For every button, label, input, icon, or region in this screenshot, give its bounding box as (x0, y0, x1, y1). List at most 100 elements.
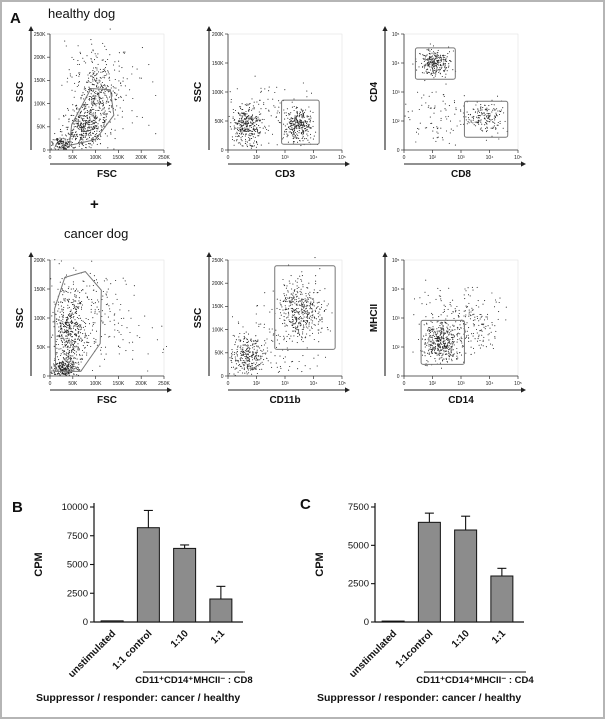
svg-text:unstimulated: unstimulated (347, 628, 399, 680)
svg-text:10⁴: 10⁴ (310, 155, 318, 161)
svg-text:100K: 100K (90, 155, 102, 161)
svg-text:10³: 10³ (457, 381, 465, 387)
svg-text:Suppressor / responder: can: Suppressor / responder: cancer / healthy (36, 692, 240, 704)
flow-plot-healthy-fsc-ssc: 0 50K 100K 150K 200K 250K 0 50K 100K 150K 200K 250K… (15, 26, 172, 180)
svg-text:CPM: CPM (314, 552, 326, 576)
panel-c-label: C (300, 496, 311, 513)
svg-text:unstimulated: unstimulated (66, 628, 118, 680)
svg-text:200K: 200K (135, 155, 147, 161)
flow-plot-cancer-fsc-ssc: 0 50K 100K 150K 200K 250K 0 50K 100K 150K 200K FSC S… (15, 252, 172, 406)
svg-text:FSC: FSC (97, 395, 117, 406)
svg-text:10³: 10³ (281, 155, 289, 161)
svg-text:0: 0 (364, 617, 369, 628)
svg-text:0: 0 (43, 374, 46, 380)
flow-plot-healthy-cd8-cd4: 0 10² 10³ 10⁴ 10⁵ 0 10² 10³ 10⁴ 10⁵ CD8 CD4 (369, 26, 526, 180)
svg-text:CPM: CPM (33, 552, 45, 576)
svg-text:150K: 150K (212, 304, 224, 310)
svg-text:0: 0 (43, 148, 46, 154)
svg-text:10²: 10² (392, 119, 400, 125)
svg-text:150K: 150K (212, 61, 224, 67)
svg-text:10⁵: 10⁵ (514, 381, 522, 387)
svg-text:150K: 150K (34, 287, 46, 293)
svg-text:50K: 50K (215, 119, 225, 125)
svg-text:SSC: SSC (193, 308, 204, 329)
svg-text:100K: 100K (34, 101, 46, 107)
svg-text:10²: 10² (253, 381, 261, 387)
svg-text:CD8: CD8 (451, 169, 471, 180)
svg-text:10⁵: 10⁵ (392, 32, 400, 38)
svg-text:CD14: CD14 (448, 395, 474, 406)
svg-text:150K: 150K (113, 381, 125, 387)
svg-text:200K: 200K (135, 381, 147, 387)
svg-text:200K: 200K (34, 258, 46, 264)
svg-text:200K: 200K (212, 281, 224, 287)
svg-text:250K: 250K (212, 258, 224, 264)
svg-text:50K: 50K (68, 381, 78, 387)
svg-text:1:1 control: 1:1 control (111, 628, 155, 672)
svg-text:2500: 2500 (348, 579, 369, 590)
svg-text:1:1: 1:1 (490, 628, 508, 646)
svg-text:MHCII: MHCII (369, 304, 380, 333)
svg-text:1:10: 1:10 (450, 628, 472, 650)
svg-text:10⁴: 10⁴ (310, 381, 318, 387)
svg-text:200K: 200K (212, 32, 224, 38)
svg-text:Suppressor / responder: can: Suppressor / responder: cancer / healthy (317, 692, 521, 704)
svg-text:0: 0 (49, 155, 52, 161)
flow-plot-cancer-cd11b-ssc: 0 10² 10³ 10⁴ 10⁵ 0 50K 100K 150K 200K 250K CD11b SS… (193, 252, 350, 406)
svg-text:1:1control: 1:1control (394, 628, 436, 670)
svg-text:0: 0 (83, 617, 88, 628)
svg-text:5000: 5000 (67, 560, 88, 571)
svg-text:10²: 10² (392, 345, 400, 351)
svg-text:0: 0 (227, 381, 230, 387)
svg-text:250K: 250K (34, 32, 46, 38)
svg-text:100K: 100K (34, 316, 46, 322)
svg-text:2500: 2500 (67, 588, 88, 599)
svg-text:CD4: CD4 (369, 82, 380, 102)
svg-text:0: 0 (403, 381, 406, 387)
svg-text:10⁴: 10⁴ (486, 381, 494, 387)
svg-text:7500: 7500 (67, 531, 88, 542)
panel-b-label: B (12, 499, 23, 516)
svg-text:1:10: 1:10 (169, 628, 191, 650)
svg-text:FSC: FSC (97, 169, 117, 180)
svg-text:100K: 100K (212, 90, 224, 96)
svg-text:10⁵: 10⁵ (338, 381, 346, 387)
svg-text:0: 0 (227, 155, 230, 161)
svg-text:10000: 10000 (62, 502, 88, 513)
svg-text:10⁴: 10⁴ (392, 287, 400, 293)
svg-text:10²: 10² (253, 155, 261, 161)
flow-plot-cancer-cd14-mhcii: 0 10² 10³ 10⁴ 10⁵ 0 10² 10³ 10⁴ 10⁵ CD14 MHCII (369, 252, 526, 406)
svg-text:1:1: 1:1 (209, 628, 227, 646)
svg-text:0: 0 (397, 374, 400, 380)
healthy-dog-label: healthy dog (48, 6, 116, 21)
svg-text:10⁵: 10⁵ (392, 258, 400, 264)
svg-text:0: 0 (221, 148, 224, 154)
svg-text:100K: 100K (90, 381, 102, 387)
svg-text:150K: 150K (113, 155, 125, 161)
svg-text:0: 0 (397, 148, 400, 154)
svg-text:10⁵: 10⁵ (338, 155, 346, 161)
svg-text:250K: 250K (158, 381, 170, 387)
svg-text:CD3: CD3 (275, 169, 295, 180)
svg-text:0: 0 (49, 381, 52, 387)
svg-text:10³: 10³ (392, 316, 400, 322)
svg-text:200K: 200K (34, 55, 46, 61)
svg-text:10⁴: 10⁴ (486, 155, 494, 161)
svg-text:10³: 10³ (281, 381, 289, 387)
flow-plot-healthy-cd3-ssc: 0 10² 10³ 10⁴ 10⁵ 0 50K 100K 150K 200K CD3 SSC (193, 26, 350, 180)
svg-text:100K: 100K (212, 327, 224, 333)
svg-text:50K: 50K (215, 351, 225, 357)
svg-text:SSC: SSC (193, 82, 204, 103)
svg-text:10²: 10² (429, 155, 437, 161)
svg-text:CD11b: CD11b (269, 395, 300, 406)
svg-text:250K: 250K (158, 155, 170, 161)
svg-text:150K: 150K (34, 78, 46, 84)
svg-text:5000: 5000 (348, 540, 369, 551)
svg-text:50K: 50K (37, 125, 47, 131)
svg-text:10²: 10² (429, 381, 437, 387)
svg-text:10³: 10³ (457, 155, 465, 161)
svg-text:10⁴: 10⁴ (392, 61, 400, 67)
svg-text:50K: 50K (37, 345, 47, 351)
